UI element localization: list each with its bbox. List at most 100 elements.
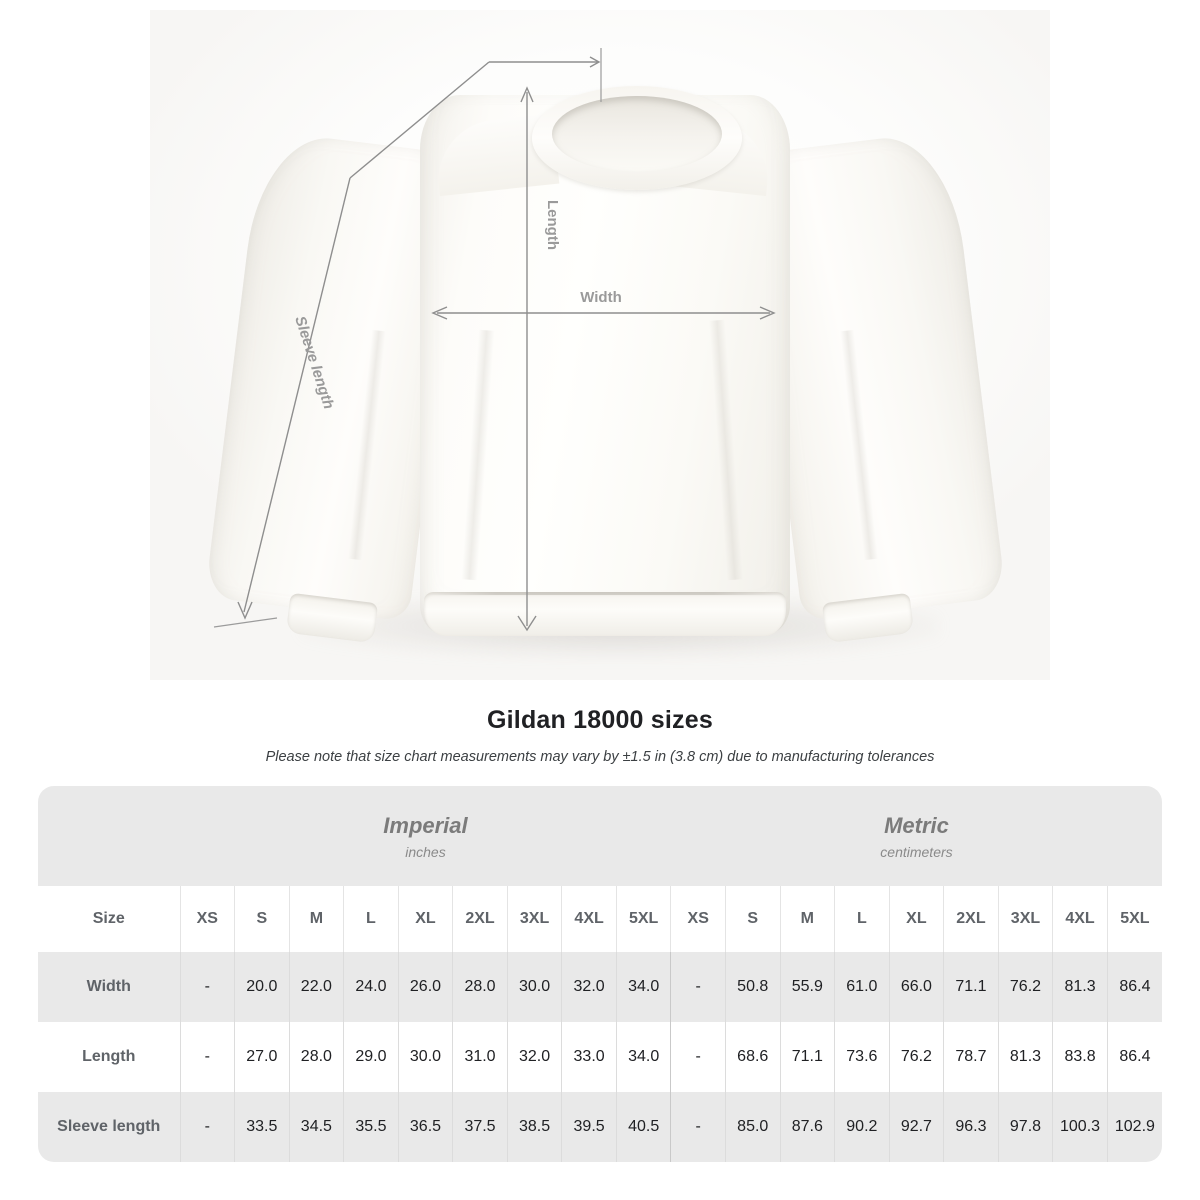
unit-banner-row: Imperial inches Metric centimeters <box>38 786 1162 886</box>
cell-length-metric-xl: 76.2 <box>888 1022 944 1092</box>
cell-width-imperial-xl: 26.0 <box>397 952 453 1022</box>
cell-sleeve-length-metric-3xl: 97.8 <box>997 1092 1053 1162</box>
garment-hem <box>424 592 786 636</box>
cell-length-imperial-l: 29.0 <box>343 1022 399 1092</box>
table-row: Sleeve length -33.5 34.5 35.5 36.5 37.5 38.5 39… <box>38 1092 1162 1162</box>
cell-sleeve-length-imperial-xs: - <box>179 1092 235 1162</box>
length-guide: Length <box>517 86 561 632</box>
row-label-width: Width <box>38 952 180 1022</box>
cell-width-metric-4xl: 81.3 <box>1052 952 1108 1022</box>
cell-length-metric-s: 68.6 <box>724 1022 781 1092</box>
unit-banner-imperial: Imperial inches <box>180 786 671 886</box>
cell-sleeve-length-metric-s: 85.0 <box>724 1092 781 1162</box>
cell-width-metric-s: 50.8 <box>724 952 781 1022</box>
cell-width-metric-xl: 66.0 <box>888 952 944 1022</box>
unit-sub-metric: centimeters <box>880 843 953 860</box>
column-header-metric-3xl: 3XL <box>997 886 1053 952</box>
cell-sleeve-length-imperial-s: 33.5 <box>234 1092 290 1162</box>
cell-width-imperial-s: 20.0 <box>234 952 290 1022</box>
column-header-imperial-xl: XL <box>397 886 453 952</box>
cell-sleeve-length-imperial-m: 34.5 <box>288 1092 344 1162</box>
cell-width-metric-2xl: 71.1 <box>943 952 999 1022</box>
cell-length-imperial-4xl: 33.0 <box>561 1022 617 1092</box>
cell-length-imperial-xs: - <box>179 1022 235 1092</box>
product-image-panel: Sleeve length Length Width <box>150 10 1050 680</box>
column-header-metric-xl: XL <box>888 886 944 952</box>
cell-sleeve-length-imperial-3xl: 38.5 <box>506 1092 562 1162</box>
cell-sleeve-length-imperial-l: 35.5 <box>343 1092 399 1162</box>
unit-banner-metric: Metric centimeters <box>670 786 1162 886</box>
cell-length-imperial-3xl: 32.0 <box>506 1022 562 1092</box>
table-row: Width -20.0 22.0 24.0 26.0 28.0 30.0 32.0 34.0-5… <box>38 952 1162 1022</box>
row-label-sleeve-length: Sleeve length <box>38 1092 180 1162</box>
unit-sub-imperial: inches <box>405 843 446 860</box>
column-header-metric-m: M <box>779 886 835 952</box>
cell-width-metric-5xl: 86.4 <box>1106 952 1162 1022</box>
column-header-imperial-l: L <box>343 886 399 952</box>
cell-sleeve-length-imperial-2xl: 37.5 <box>452 1092 508 1162</box>
column-header-metric-s: S <box>724 886 781 952</box>
cell-sleeve-length-imperial-xl: 36.5 <box>397 1092 453 1162</box>
sweatshirt-illustration <box>204 86 1007 658</box>
cell-width-imperial-l: 24.0 <box>343 952 399 1022</box>
column-header-imperial-m: M <box>288 886 344 952</box>
size-chart-table: Imperial inches Metric centimeters Size X… <box>38 786 1162 1162</box>
cell-length-metric-5xl: 86.4 <box>1106 1022 1162 1092</box>
cell-length-imperial-5xl: 34.0 <box>615 1022 671 1092</box>
row-label-length: Length <box>38 1022 180 1092</box>
cell-length-metric-m: 71.1 <box>779 1022 835 1092</box>
unit-banner-spacer <box>38 786 180 886</box>
column-header-metric-2xl: 2XL <box>943 886 999 952</box>
garment-neck-opening <box>552 96 722 172</box>
column-header-imperial-xs: XS <box>179 886 235 952</box>
table-row: Length -27.0 28.0 29.0 30.0 31.0 32.0 33.0 34.0-… <box>38 1022 1162 1092</box>
cell-sleeve-length-metric-l: 90.2 <box>834 1092 890 1162</box>
width-guide: Width <box>431 289 776 320</box>
cell-width-imperial-xs: - <box>179 952 235 1022</box>
cell-sleeve-length-metric-2xl: 96.3 <box>943 1092 999 1162</box>
cell-length-metric-4xl: 83.8 <box>1052 1022 1108 1092</box>
cell-sleeve-length-metric-xl: 92.7 <box>888 1092 944 1162</box>
cell-length-imperial-2xl: 31.0 <box>452 1022 508 1092</box>
unit-name-imperial: Imperial <box>383 813 468 839</box>
cell-width-imperial-2xl: 28.0 <box>452 952 508 1022</box>
cell-width-imperial-5xl: 34.0 <box>615 952 671 1022</box>
cell-width-imperial-4xl: 32.0 <box>561 952 617 1022</box>
measurement-annotations: Sleeve length Length Width <box>213 48 776 632</box>
column-header-imperial-5xl: 5XL <box>615 886 671 952</box>
cell-length-metric-2xl: 78.7 <box>943 1022 999 1092</box>
cell-length-metric-l: 73.6 <box>834 1022 890 1092</box>
size-header-row: Size XS S M L XL 2XL 3XL 4XL 5XL XS S M L XL 2XL 3XL 4XL 5… <box>38 886 1162 952</box>
column-header-metric-xs: XS <box>670 886 726 952</box>
cell-sleeve-length-imperial-4xl: 39.5 <box>561 1092 617 1162</box>
sleeve-length-guide: Sleeve length <box>213 48 602 628</box>
page-title: Gildan 18000 sizes <box>487 706 713 734</box>
column-header-imperial-2xl: 2XL <box>452 886 508 952</box>
tolerance-note: Please note that size chart measurements… <box>265 749 935 765</box>
cell-sleeve-length-imperial-5xl: 40.5 <box>615 1092 671 1162</box>
column-header-metric-l: L <box>834 886 890 952</box>
size-chart-table-wrapper: Imperial inches Metric centimeters Size X… <box>38 786 1162 1162</box>
sleeve-length-label: Sleeve length <box>291 314 337 411</box>
column-header-metric-4xl: 4XL <box>1052 886 1108 952</box>
cell-width-metric-xs: - <box>670 952 726 1022</box>
cell-sleeve-length-metric-m: 87.6 <box>779 1092 835 1162</box>
cell-length-imperial-xl: 30.0 <box>397 1022 453 1092</box>
column-header-size: Size <box>38 886 180 952</box>
column-header-imperial-s: S <box>234 886 290 952</box>
column-header-imperial-3xl: 3XL <box>506 886 562 952</box>
cell-width-imperial-3xl: 30.0 <box>506 952 562 1022</box>
cell-sleeve-length-metric-5xl: 102.9 <box>1106 1092 1162 1162</box>
cell-sleeve-length-metric-xs: - <box>670 1092 726 1162</box>
cell-length-metric-3xl: 81.3 <box>997 1022 1053 1092</box>
cell-width-metric-3xl: 76.2 <box>997 952 1053 1022</box>
cell-width-metric-m: 55.9 <box>779 952 835 1022</box>
length-label: Length <box>544 200 561 250</box>
unit-name-metric: Metric <box>884 813 949 839</box>
cell-width-imperial-m: 22.0 <box>288 952 344 1022</box>
width-label: Width <box>580 289 622 306</box>
chart-heading: Gildan 18000 sizes Please note that size… <box>0 690 1200 765</box>
cell-length-imperial-s: 27.0 <box>234 1022 290 1092</box>
cell-sleeve-length-metric-4xl: 100.3 <box>1052 1092 1108 1162</box>
column-header-imperial-4xl: 4XL <box>561 886 617 952</box>
